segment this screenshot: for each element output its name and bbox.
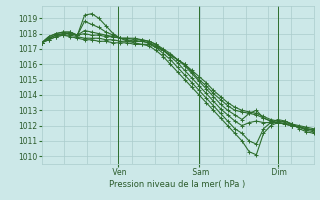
X-axis label: Pression niveau de la mer( hPa ): Pression niveau de la mer( hPa ): [109, 180, 246, 189]
